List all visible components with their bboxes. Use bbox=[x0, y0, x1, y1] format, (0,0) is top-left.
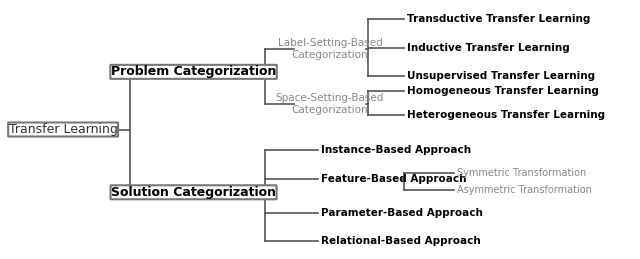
Text: Label-Setting-Based
Categorization: Label-Setting-Based Categorization bbox=[278, 38, 382, 60]
Text: Homogeneous Transfer Learning: Homogeneous Transfer Learning bbox=[407, 86, 599, 96]
Text: Feature-Based Approach: Feature-Based Approach bbox=[321, 175, 467, 184]
Text: Asymmetric Transformation: Asymmetric Transformation bbox=[458, 185, 592, 195]
Text: Unsupervised Transfer Learning: Unsupervised Transfer Learning bbox=[407, 71, 595, 81]
Text: Instance-Based Approach: Instance-Based Approach bbox=[321, 145, 471, 155]
Text: Transfer Learning: Transfer Learning bbox=[9, 123, 118, 136]
Text: Relational-Based Approach: Relational-Based Approach bbox=[321, 236, 481, 246]
Text: Parameter-Based Approach: Parameter-Based Approach bbox=[321, 208, 483, 218]
Text: Solution Categorization: Solution Categorization bbox=[111, 186, 276, 199]
Text: Space-Setting-Based
Categorization: Space-Setting-Based Categorization bbox=[276, 93, 384, 115]
Text: Symmetric Transformation: Symmetric Transformation bbox=[458, 168, 587, 178]
Text: Inductive Transfer Learning: Inductive Transfer Learning bbox=[407, 42, 570, 53]
Text: Problem Categorization: Problem Categorization bbox=[111, 65, 276, 78]
Text: Transductive Transfer Learning: Transductive Transfer Learning bbox=[407, 14, 591, 24]
Text: Heterogeneous Transfer Learning: Heterogeneous Transfer Learning bbox=[407, 110, 605, 120]
